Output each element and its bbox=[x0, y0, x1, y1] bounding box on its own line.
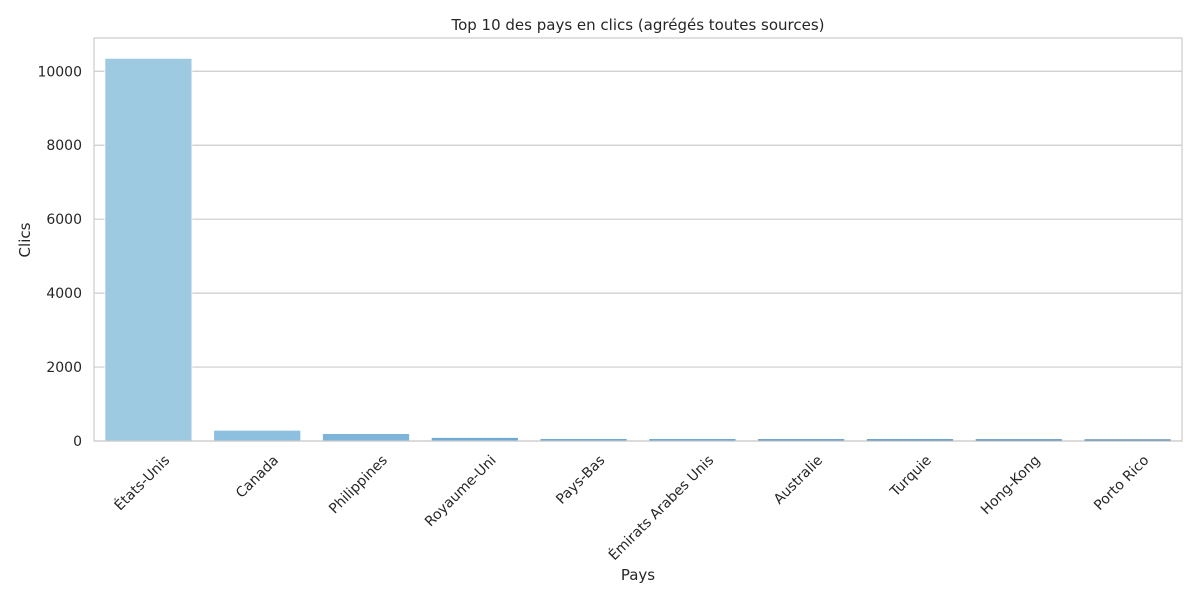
x-tick-label: Porto Rico bbox=[1091, 453, 1152, 514]
x-tick-labels: États-Unis Canada Philippines Royaume-Uni Pa… bbox=[111, 452, 1152, 564]
y-tick-label: 2000 bbox=[46, 360, 82, 376]
x-tick-label: Australie bbox=[771, 453, 826, 508]
x-tick-label: Canada bbox=[233, 453, 282, 502]
y-tick-label: 0 bbox=[73, 434, 82, 450]
x-tick-label: Turquie bbox=[887, 453, 935, 501]
x-tick-label: États-Unis bbox=[111, 452, 173, 514]
y-tick-label: 6000 bbox=[46, 212, 82, 228]
y-tick-label: 8000 bbox=[46, 138, 82, 154]
plot-frame bbox=[93, 37, 1183, 442]
chart-title: Top 10 des pays en clics (agrégés toutes… bbox=[450, 16, 824, 34]
bar bbox=[104, 57, 193, 442]
bar bbox=[213, 429, 302, 442]
gridlines bbox=[94, 70, 1182, 442]
bar bbox=[322, 433, 410, 442]
bars bbox=[104, 57, 1172, 442]
y-tick-labels: 0 2000 4000 6000 8000 10000 bbox=[37, 64, 82, 450]
x-axis-label: Pays bbox=[621, 566, 655, 584]
y-axis-label: Clics bbox=[16, 222, 34, 257]
x-tick-label: Royaume-Uni bbox=[422, 453, 500, 531]
x-tick-label: Philippines bbox=[326, 453, 391, 518]
x-tick-label: Émirats Arabes Unis bbox=[605, 452, 717, 564]
x-tick-label: Pays-Bas bbox=[553, 453, 608, 508]
y-tick-label: 4000 bbox=[46, 286, 82, 302]
x-tick-label: Hong-Kong bbox=[978, 453, 1044, 519]
y-tick-label: 10000 bbox=[37, 64, 82, 80]
